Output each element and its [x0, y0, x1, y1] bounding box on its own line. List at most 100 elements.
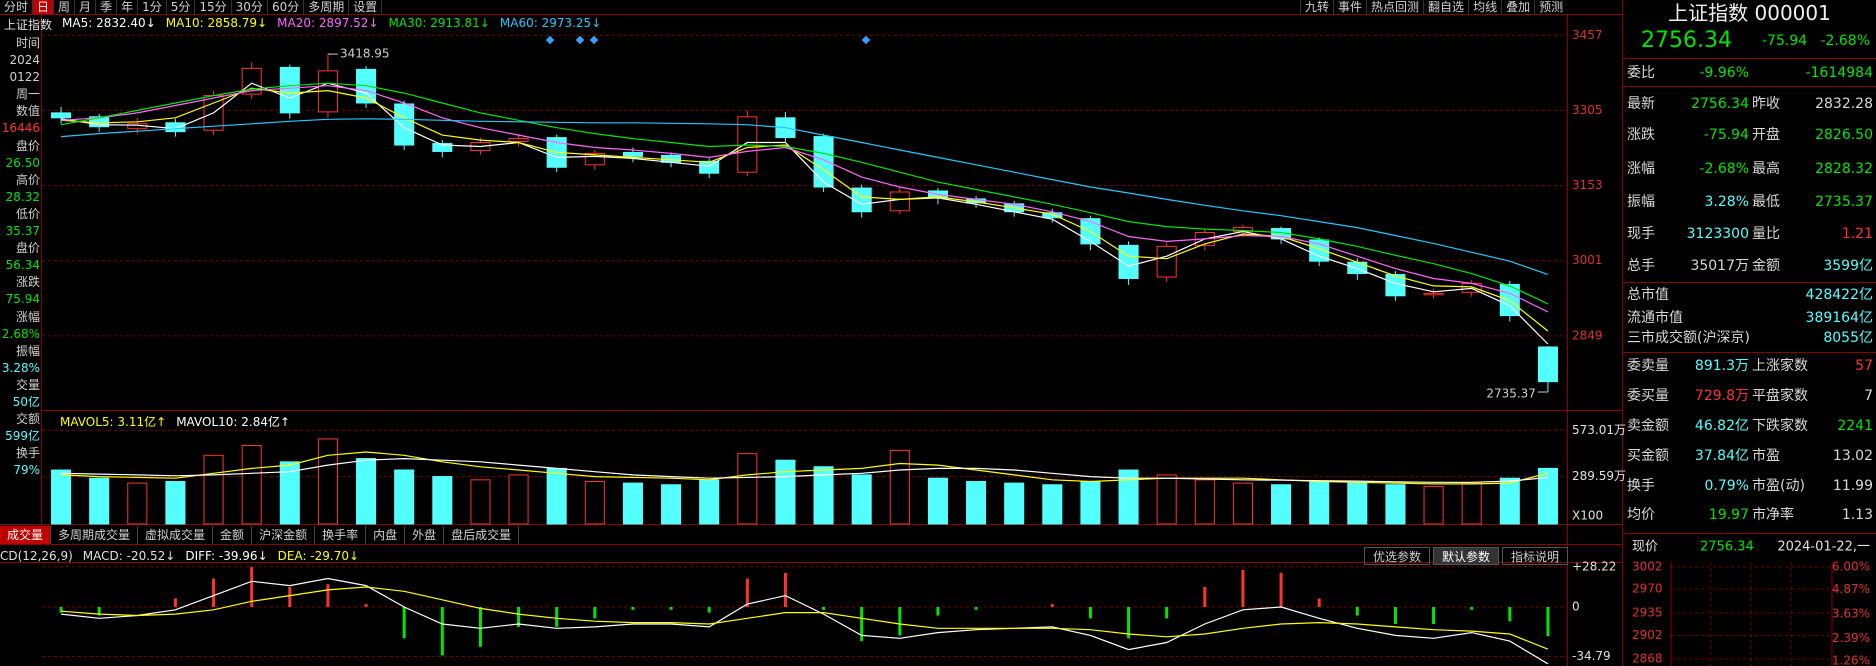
- quote-label: 振幅: [1627, 194, 1655, 210]
- info-item: 79%: [13, 463, 40, 478]
- volume-bar: [584, 480, 605, 525]
- volume-bar: [1232, 482, 1253, 525]
- volume-tab[interactable]: 外盘: [405, 526, 445, 544]
- legend-entry: MA5: 2832.40↓: [62, 16, 156, 30]
- volume-bar: [356, 458, 377, 525]
- volume-tab[interactable]: 盘后成交量: [444, 526, 520, 544]
- volume-tab[interactable]: 内盘: [366, 526, 406, 544]
- period-button[interactable]: 月: [75, 0, 97, 14]
- chart-title: 上证指数: [4, 18, 53, 32]
- separator: [1623, 282, 1876, 283]
- tool-button[interactable]: 叠加: [1501, 0, 1534, 14]
- quote-value: -1614984: [1805, 65, 1873, 81]
- tool-button[interactable]: 热点回测: [1366, 0, 1423, 14]
- period-button[interactable]: 季: [96, 0, 118, 14]
- volume-tab[interactable]: 换手率: [315, 526, 367, 544]
- ma-line: [61, 457, 1548, 483]
- tool-button[interactable]: 事件: [1333, 0, 1366, 14]
- macd-bar: [478, 606, 482, 647]
- tool-button[interactable]: 翻自选: [1423, 0, 1468, 14]
- info-item: 盘价: [15, 138, 40, 153]
- volume-bar: [508, 474, 529, 525]
- period-button[interactable]: 60分: [268, 0, 305, 14]
- period-button[interactable]: 30分: [232, 0, 268, 14]
- macd-bar: [1279, 572, 1283, 607]
- macd-bar: [898, 606, 902, 636]
- quote-value: 891.3万: [1694, 358, 1749, 374]
- indicator-button[interactable]: 优选参数: [1364, 547, 1431, 565]
- macd-bar: [1088, 606, 1092, 619]
- indicator-button[interactable]: 指标说明: [1502, 547, 1569, 565]
- ma-line: [61, 82, 1549, 345]
- macd-bar: [1432, 606, 1436, 625]
- period-button[interactable]: 分时: [0, 0, 34, 14]
- volume-bar: [1385, 484, 1406, 525]
- y-tick-label: +28.22: [1572, 559, 1616, 573]
- quote-value: 2832.28: [1815, 96, 1873, 112]
- ma-line: [61, 85, 1549, 313]
- quote-value: 389164亿: [1805, 310, 1873, 326]
- period-button[interactable]: 1分: [138, 0, 167, 14]
- candle-body: [1423, 292, 1444, 296]
- indicator-title: CD(12,26,9): [0, 549, 73, 563]
- y-tick-label: 3457: [1572, 28, 1603, 42]
- volume-tab[interactable]: 金额: [213, 526, 253, 544]
- macd-bar: [555, 606, 559, 627]
- y-tick-label: 2.39%: [1832, 631, 1870, 645]
- macd-bar: [250, 567, 254, 607]
- info-item: 26.50: [5, 155, 40, 170]
- quote-value: 7: [1864, 388, 1873, 404]
- quote-value: 3.28%: [1704, 194, 1749, 210]
- legend-entry: MA30: 2913.81↓: [388, 16, 490, 30]
- period-button[interactable]: 周: [54, 0, 76, 14]
- volume-tab[interactable]: 沪深金额: [252, 526, 316, 544]
- volume-bar: [1156, 474, 1177, 525]
- quote-value: 8055亿: [1823, 330, 1873, 346]
- period-button[interactable]: 5分: [167, 0, 196, 14]
- period-button[interactable]: 15分: [195, 0, 232, 14]
- quote-value: 729.8万: [1694, 388, 1749, 404]
- volume-bar: [1194, 479, 1215, 525]
- volume-bar: [661, 484, 682, 525]
- tool-toolbar: 九转 事件 热点回测 翻自选 均线 叠加 预测: [1300, 0, 1567, 14]
- quote-label: 市净率: [1752, 507, 1794, 523]
- volume-bar: [394, 469, 415, 525]
- volume-bar: [1080, 480, 1101, 525]
- quote-value: -75.94: [1703, 127, 1749, 143]
- volume-bar: [813, 466, 834, 525]
- event-markers: [545, 35, 871, 45]
- tool-button[interactable]: 均线: [1468, 0, 1501, 14]
- period-button[interactable]: 设置: [349, 0, 383, 14]
- candle-body: [813, 136, 834, 188]
- period-button[interactable]: 年: [117, 0, 139, 14]
- y-tick-label: 289.59万: [1572, 469, 1626, 483]
- info-item: 数值: [15, 104, 40, 119]
- y-tick-label: 2902: [1632, 628, 1663, 642]
- ma-line: [61, 118, 1549, 275]
- volume-tab[interactable]: 成交量: [0, 526, 52, 544]
- y-tick-label: 0: [1572, 599, 1580, 613]
- volume-tab[interactable]: 多周期成交量: [51, 526, 139, 544]
- volume-tab[interactable]: 虚拟成交量: [138, 526, 214, 544]
- quote-value: 11.99: [1832, 478, 1873, 494]
- quote-price: 2756.34: [1641, 28, 1732, 53]
- indicator-button[interactable]: 默认参数: [1433, 547, 1500, 565]
- macd-bar: [288, 587, 292, 607]
- quote-value: 46.82亿: [1694, 418, 1749, 434]
- info-item: 交额: [15, 412, 40, 427]
- candle-body: [584, 152, 605, 166]
- volume-bar: [1004, 482, 1025, 525]
- period-button[interactable]: 多周期: [304, 0, 350, 14]
- volume-bar: [432, 476, 453, 525]
- macd-bar: [326, 584, 330, 607]
- quote-label: 金额: [1752, 258, 1780, 274]
- macd-bar: [1470, 606, 1474, 610]
- macd-bar: [402, 606, 406, 639]
- macd-bar: [1127, 606, 1131, 639]
- cursor-info-panel: 时间 2024 0122 周一 数值 16446 盘价 26.50 高价 28.32 低价 35.37…: [0, 35, 40, 479]
- period-button[interactable]: 日: [33, 0, 55, 14]
- tool-button[interactable]: 九转: [1300, 0, 1333, 14]
- low-annotation: 2735.37: [1486, 387, 1536, 401]
- tool-button[interactable]: 预测: [1534, 0, 1567, 14]
